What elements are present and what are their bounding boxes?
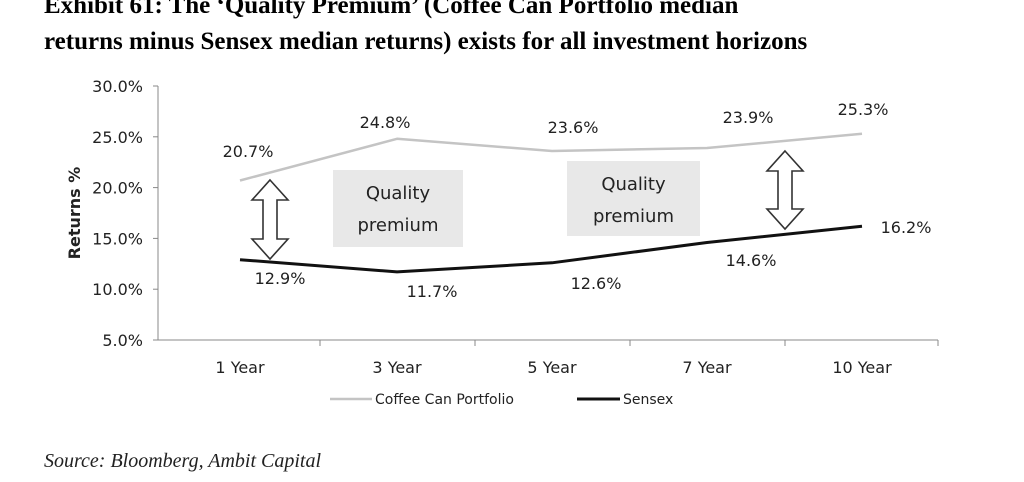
x-tick-label: 7 Year: [682, 358, 732, 377]
title-line-1: Exhibit 61: The ‘Quality Premium’ (Coffe…: [44, 0, 739, 19]
y-tick-label: 15.0%: [92, 229, 143, 248]
coffee-can-data-label: 23.9%: [723, 108, 774, 127]
x-tick-label: 3 Year: [372, 358, 422, 377]
chart-title: Exhibit 61: The ‘Quality Premium’ (Coffe…: [44, 0, 1004, 60]
quality-premium-box: [333, 170, 463, 247]
coffee-can-data-label: 23.6%: [548, 118, 599, 137]
double-arrow-icon: [765, 149, 805, 231]
y-tick-label: 10.0%: [92, 280, 143, 299]
series-lines: [239, 132, 863, 274]
quality-premium-label: Quality: [366, 183, 431, 204]
coffee-can-data-label: 20.7%: [223, 142, 274, 161]
quality-premium-label: premium: [593, 206, 674, 227]
data-labels: 20.7% 24.8% 23.6% 23.9% 25.3% 12.9% 11.7% 12.6%…: [223, 100, 932, 301]
line-chart: 5.0% 10.0% 15.0% 20.0% 25.0% 30.0% 1 Year 3 Yea…: [65, 77, 939, 408]
legend-label-sensex: Sensex: [623, 392, 673, 408]
coffee-can-data-label: 25.3%: [838, 100, 889, 119]
sensex-data-label: 12.9%: [255, 269, 306, 288]
sensex-data-label: 14.6%: [726, 251, 777, 270]
y-tick-label: 30.0%: [92, 77, 143, 96]
double-arrow-icon: [250, 178, 290, 261]
y-tick-label: 20.0%: [92, 179, 143, 198]
sensex-data-label: 12.6%: [571, 274, 622, 293]
sensex-data-label: 16.2%: [881, 218, 932, 237]
source-note: Source: Bloomberg, Ambit Capital: [44, 450, 322, 472]
sensex-line: [239, 224, 863, 274]
y-axis-label: Returns %: [65, 167, 84, 260]
legend: Coffee Can Portfolio Sensex: [330, 392, 673, 408]
y-tick-label: 5.0%: [102, 331, 143, 350]
quality-premium-box: [567, 161, 700, 236]
legend-label-coffee-can: Coffee Can Portfolio: [375, 392, 514, 408]
sensex-data-label: 11.7%: [407, 282, 458, 301]
x-tick-label: 5 Year: [527, 358, 577, 377]
x-tick-label: 1 Year: [215, 358, 265, 377]
coffee-can-line: [239, 132, 863, 182]
coffee-can-data-label: 24.8%: [360, 113, 411, 132]
quality-premium-label: Quality: [601, 174, 666, 195]
x-tick-label: 10 Year: [832, 358, 892, 377]
annotations: Quality premium Quality premium: [250, 149, 805, 261]
title-line-2: returns minus Sensex median returns) exi…: [44, 28, 808, 55]
axes: 5.0% 10.0% 15.0% 20.0% 25.0% 30.0% 1 Year 3 Yea…: [65, 77, 939, 377]
quality-premium-label: premium: [358, 215, 439, 236]
y-tick-label: 25.0%: [92, 128, 143, 147]
